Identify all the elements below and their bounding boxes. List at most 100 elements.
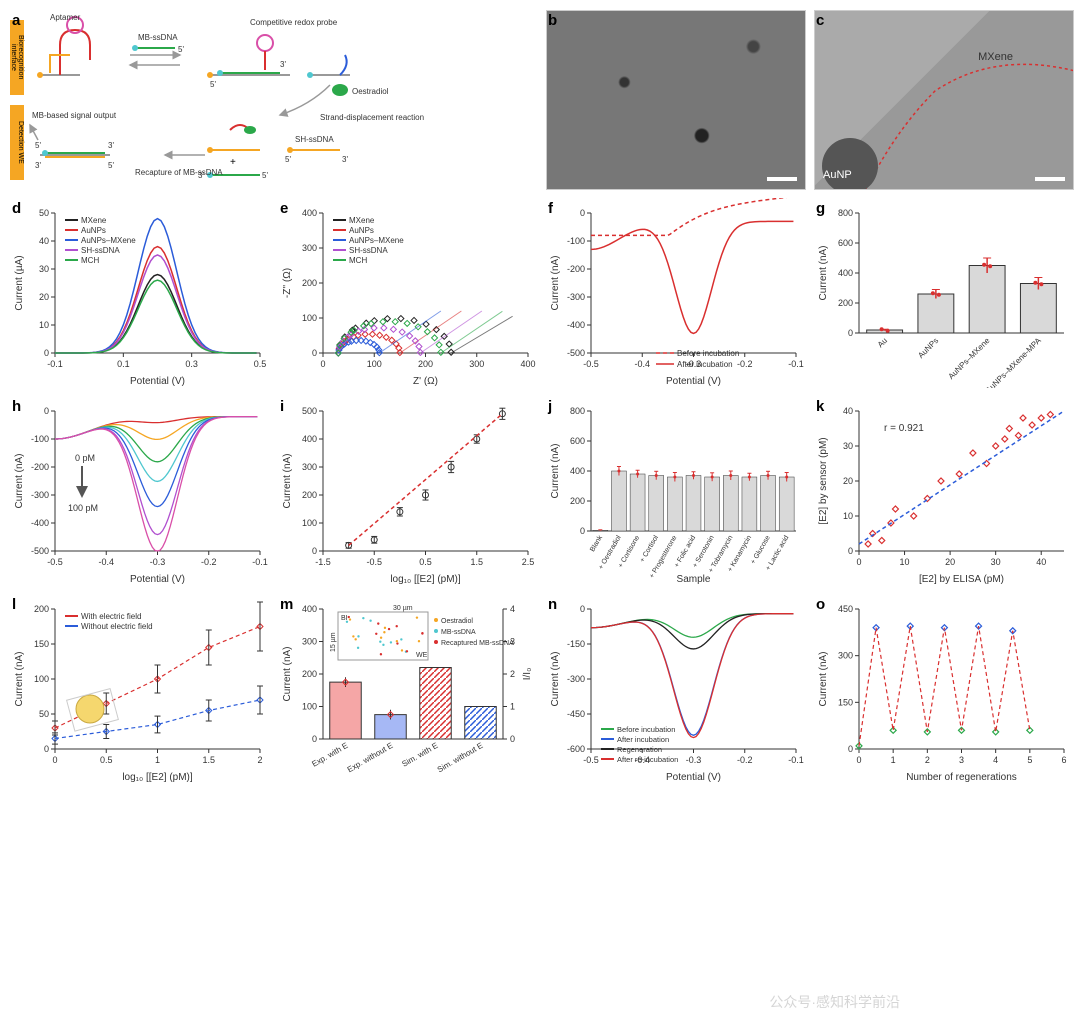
svg-text:150: 150 — [838, 697, 853, 707]
svg-text:800: 800 — [838, 208, 853, 218]
svg-text:Without electric field: Without electric field — [81, 622, 153, 631]
svg-text:100: 100 — [302, 518, 317, 528]
svg-text:300: 300 — [302, 243, 317, 253]
svg-text:600: 600 — [570, 436, 585, 446]
svg-text:5': 5' — [178, 45, 184, 54]
svg-text:With electric field: With electric field — [81, 612, 141, 621]
svg-text:-0.1: -0.1 — [788, 359, 804, 369]
svg-text:40: 40 — [1036, 557, 1046, 567]
panel-m: m 0100200300400Current (nA)01234I/I₀Exp.… — [278, 594, 538, 784]
svg-text:Current (nA): Current (nA) — [818, 245, 829, 300]
svg-text:200: 200 — [570, 496, 585, 506]
svg-text:0: 0 — [52, 755, 57, 765]
svg-text:100: 100 — [367, 359, 382, 369]
panel-n: n -0.5-0.4-0.3-0.2-0.1-600-450-300-1500P… — [546, 594, 806, 784]
svg-text:0: 0 — [580, 526, 585, 536]
svg-text:30 µm: 30 µm — [393, 605, 413, 612]
panel-e: e 01002003004000100200300400Z' (Ω)-Z'' (… — [278, 198, 538, 388]
svg-text:-0.5: -0.5 — [583, 755, 599, 765]
svg-text:0: 0 — [44, 744, 49, 754]
svg-text:-0.2: -0.2 — [737, 359, 753, 369]
side-tab-top: Biorecognition interface — [10, 20, 24, 95]
svg-text:-0.4: -0.4 — [634, 359, 650, 369]
svg-text:0: 0 — [848, 744, 853, 754]
svg-text:-0.5: -0.5 — [583, 359, 599, 369]
svg-text:-400: -400 — [567, 320, 585, 330]
svg-text:40: 40 — [843, 406, 853, 416]
panel-label-b: b — [548, 12, 557, 29]
svg-text:5: 5 — [1027, 755, 1032, 765]
svg-text:Potential (V): Potential (V) — [666, 376, 721, 387]
svg-text:AuNPs: AuNPs — [81, 226, 106, 235]
svg-text:20: 20 — [945, 557, 955, 567]
svg-text:-500: -500 — [567, 348, 585, 358]
svg-text:3': 3' — [280, 60, 286, 69]
svg-text:600: 600 — [838, 238, 853, 248]
svg-text:300: 300 — [838, 651, 853, 661]
svg-text:5': 5' — [210, 80, 216, 89]
panel-f: f -0.5-0.4-0.3-0.2-0.1-500-400-300-200-1… — [546, 198, 806, 388]
svg-text:0: 0 — [856, 755, 861, 765]
svg-text:Recapture of MB-ssDNA: Recapture of MB-ssDNA — [135, 168, 223, 177]
panel-l: l 00.511.52050100150200log₁₀ [[E2] (pM)]… — [10, 594, 270, 784]
svg-text:Sim. without E: Sim. without E — [436, 741, 485, 774]
chart-n: -0.5-0.4-0.3-0.2-0.1-600-450-300-1500Pot… — [546, 594, 806, 784]
svg-text:0 pM: 0 pM — [75, 453, 95, 463]
svg-text:2: 2 — [925, 755, 930, 765]
svg-text:40: 40 — [39, 236, 49, 246]
svg-text:4: 4 — [993, 755, 998, 765]
svg-text:Current (nA): Current (nA) — [818, 651, 829, 706]
svg-text:-0.5: -0.5 — [366, 557, 382, 567]
svg-text:Sample: Sample — [677, 574, 711, 585]
svg-text:Current (nA): Current (nA) — [282, 453, 293, 508]
svg-text:r = 0.921: r = 0.921 — [884, 423, 924, 434]
chart-i: -1.5-0.50.51.52.50100200300400500log₁₀ [… — [278, 396, 538, 586]
svg-text:MB-ssDNA: MB-ssDNA — [138, 33, 178, 42]
svg-text:-0.1: -0.1 — [252, 557, 268, 567]
svg-text:1.5: 1.5 — [470, 557, 483, 567]
svg-text:-300: -300 — [567, 292, 585, 302]
svg-text:Exp. without E: Exp. without E — [346, 741, 395, 774]
svg-text:1: 1 — [891, 755, 896, 765]
svg-text:10: 10 — [900, 557, 910, 567]
svg-text:-0.4: -0.4 — [98, 557, 114, 567]
chart-g: 0200400600800Current (nA)AuAuNPsAuNPs–MX… — [814, 198, 1074, 388]
svg-text:50: 50 — [39, 709, 49, 719]
svg-text:[E2] by sensor (pM): [E2] by sensor (pM) — [818, 437, 829, 524]
svg-text:-450: -450 — [567, 709, 585, 719]
svg-text:450: 450 — [838, 604, 853, 614]
svg-text:SH-ssDNA: SH-ssDNA — [349, 246, 388, 255]
svg-text:400: 400 — [302, 434, 317, 444]
tem-image: MXene AuNP — [814, 10, 1074, 190]
svg-text:AuNPs–MXene: AuNPs–MXene — [946, 336, 991, 381]
chart-l: 00.511.52050100150200log₁₀ [[E2] (pM)]Cu… — [10, 594, 270, 784]
svg-text:0: 0 — [44, 406, 49, 416]
svg-text:200: 200 — [418, 359, 433, 369]
svg-text:100 pM: 100 pM — [68, 503, 98, 513]
svg-text:Current (µA): Current (µA) — [14, 255, 25, 310]
svg-text:-0.2: -0.2 — [201, 557, 217, 567]
svg-text:Au: Au — [876, 336, 889, 349]
svg-text:AuNPs: AuNPs — [349, 226, 374, 235]
svg-text:200: 200 — [302, 490, 317, 500]
svg-text:0.5: 0.5 — [419, 557, 432, 567]
svg-text:Strand-displacement reaction: Strand-displacement reaction — [320, 113, 424, 122]
svg-text:-0.1: -0.1 — [788, 755, 804, 765]
svg-text:400: 400 — [302, 604, 317, 614]
panel-b: b — [546, 10, 806, 190]
svg-text:0.3: 0.3 — [185, 359, 198, 369]
svg-text:I/I₀: I/I₀ — [522, 668, 533, 681]
svg-text:-300: -300 — [31, 490, 49, 500]
svg-text:0: 0 — [580, 604, 585, 614]
svg-text:-0.5: -0.5 — [47, 557, 63, 567]
svg-text:0.5: 0.5 — [254, 359, 267, 369]
svg-text:AuNPs: AuNPs — [916, 336, 940, 360]
chart-h: -0.5-0.4-0.3-0.2-0.1-500-400-300-200-100… — [10, 396, 270, 586]
svg-text:0.1: 0.1 — [117, 359, 130, 369]
svg-text:20: 20 — [39, 292, 49, 302]
svg-text:1: 1 — [155, 755, 160, 765]
svg-text:WE: WE — [416, 652, 428, 659]
svg-text:-Z'' (Ω): -Z'' (Ω) — [282, 268, 293, 298]
svg-text:100: 100 — [302, 702, 317, 712]
diagram-svg: Aptamer MB-ssDNA 5' Competitive redox pr… — [10, 10, 530, 190]
